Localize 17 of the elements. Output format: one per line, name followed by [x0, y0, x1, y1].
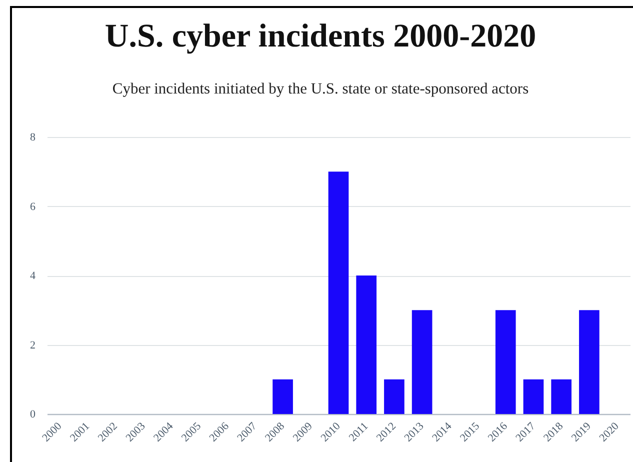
bar: [523, 379, 544, 414]
bar: [579, 310, 600, 414]
bar: [384, 379, 404, 414]
y-tick-label: 2: [30, 339, 36, 352]
y-tick-label: 6: [30, 200, 36, 213]
y-tick-label: 4: [30, 270, 36, 282]
bar: [495, 310, 516, 414]
chart-subtitle: Cyber incidents initiated by the U.S. state or state-sponsored actors: [112, 80, 529, 98]
x-tick-label: 2011: [346, 420, 371, 444]
y-tick-label: 8: [30, 132, 36, 144]
chart-title: U.S. cyber incidents 2000-2020: [104, 18, 536, 54]
bar: [272, 379, 293, 414]
bar: [551, 379, 572, 414]
bar: [412, 310, 432, 414]
bar: [356, 276, 377, 414]
y-tick-label: 0: [30, 408, 36, 420]
bar: [328, 172, 349, 414]
